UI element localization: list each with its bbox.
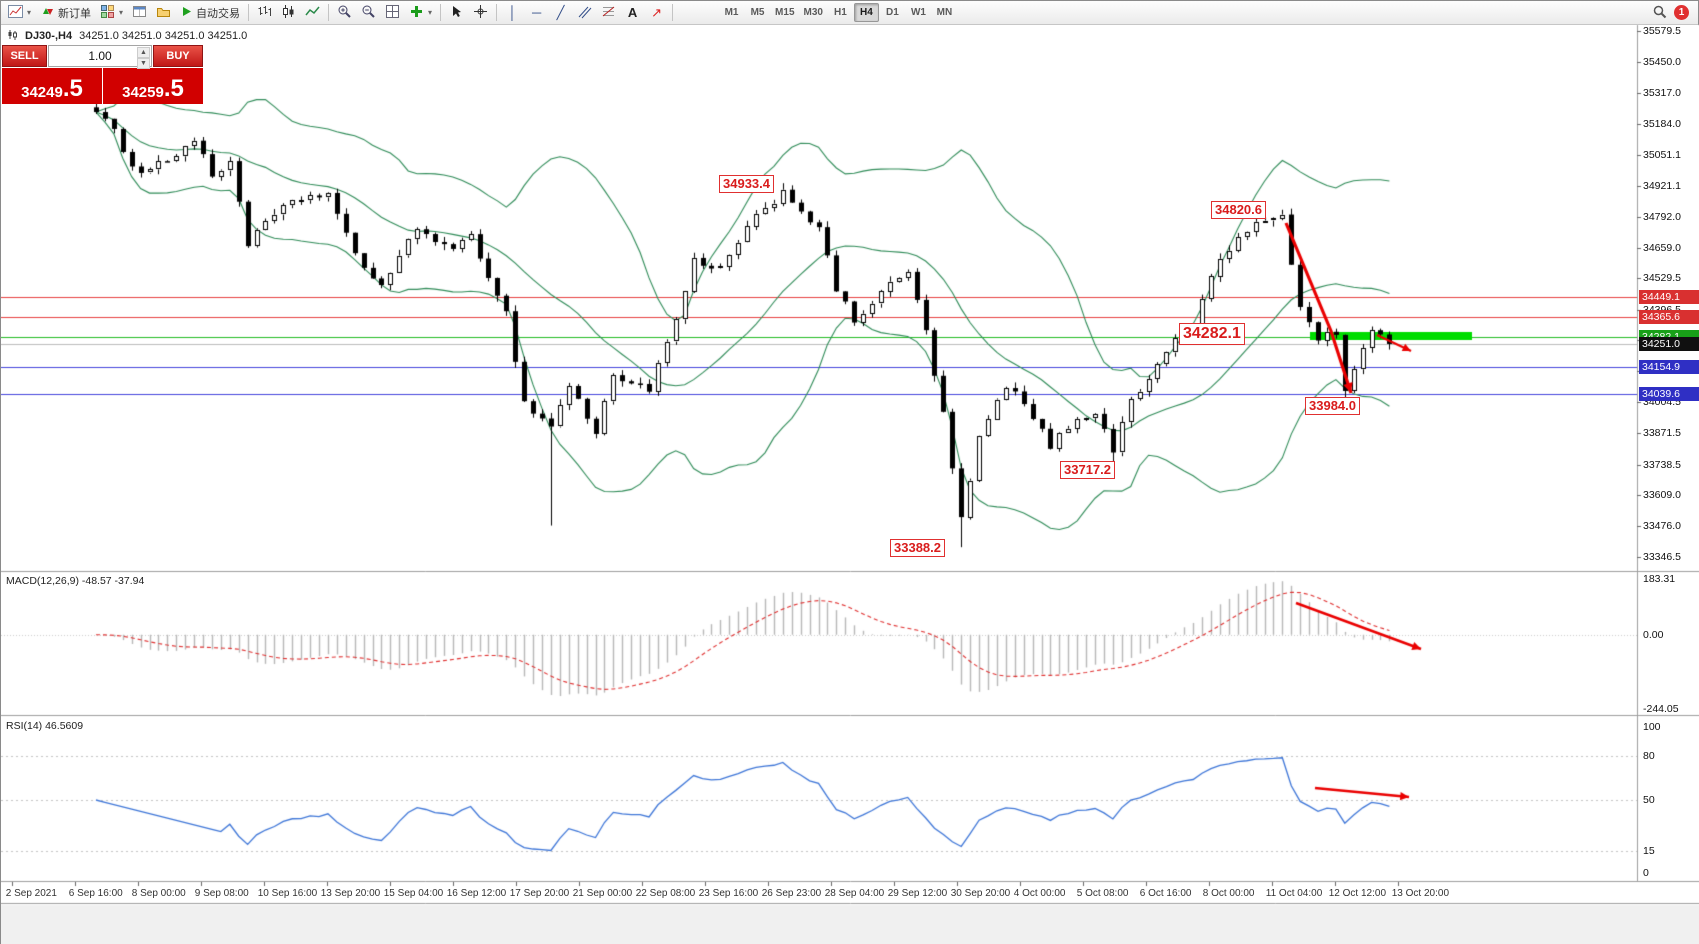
volume-increase-button[interactable]: ▲ — [137, 47, 150, 58]
autotrading-icon — [180, 5, 193, 21]
bar-chart-button[interactable] — [253, 2, 276, 23]
market-watch-icon — [132, 4, 147, 22]
vertical-line-button[interactable]: │ — [501, 2, 524, 23]
price-axis[interactable] — [1638, 25, 1699, 881]
text-button[interactable]: A — [621, 2, 644, 23]
tile-windows-icon — [385, 4, 400, 22]
timeframe-button-h4[interactable]: H4 — [853, 3, 879, 22]
equidistant-channel-icon — [577, 4, 592, 22]
line-chart-icon — [305, 4, 320, 22]
zoom-in-icon — [337, 4, 352, 22]
sell-price-pips: .5 — [62, 75, 83, 102]
autotrading-button[interactable]: 自动交易 — [176, 2, 244, 23]
zoom-out-button[interactable] — [357, 2, 380, 23]
trendline-icon: ╱ — [556, 5, 565, 20]
one-click-trading-widget: SELL 1.00 ▲ ▼ BUY 34249.5 34259.5 — [2, 45, 203, 104]
new-order-button[interactable]: 新订单 — [36, 2, 95, 23]
panel-separator-rsi[interactable] — [1, 715, 1699, 719]
horizontal-line-icon: ─ — [531, 5, 542, 20]
cursor-icon — [449, 4, 464, 22]
toolbar: ▾ 新订单 ▾ 自动交易 — [1, 1, 1698, 25]
buy-price-pips: .5 — [163, 75, 184, 102]
timeframe-button-m30[interactable]: M30 — [803, 7, 823, 18]
profiles-button[interactable]: ▾ — [96, 2, 127, 23]
new-order-label: 新订单 — [58, 7, 92, 20]
dropdown-arrow-icon: ▾ — [428, 8, 433, 17]
volume-decrease-button[interactable]: ▼ — [137, 58, 150, 69]
fibonacci-button[interactable] — [597, 2, 620, 23]
new-order-icon — [40, 4, 55, 22]
crosshair-button[interactable] — [469, 2, 492, 23]
sell-button[interactable]: SELL — [2, 45, 47, 67]
new-chart-button[interactable]: ▾ — [4, 2, 35, 23]
zoom-out-icon — [361, 4, 376, 22]
search-button[interactable] — [1648, 2, 1671, 23]
toolbar-separator — [496, 4, 498, 21]
timeframe-button-w1[interactable]: W1 — [910, 7, 926, 18]
symbol-title: DJ30-,H4 — [25, 30, 73, 42]
panel-separator-macd[interactable] — [1, 570, 1699, 574]
zoom-in-button[interactable] — [333, 2, 356, 23]
candlestick-chart-button[interactable] — [277, 2, 300, 23]
line-chart-button[interactable] — [301, 2, 324, 23]
text-icon: A — [627, 5, 638, 20]
volume-value: 1.00 — [88, 49, 112, 63]
market-watch-button[interactable] — [128, 2, 151, 23]
price-callout[interactable]: 34282.1 — [1179, 323, 1245, 345]
arrows-icon: ↗ — [651, 5, 662, 20]
crosshair-icon — [473, 4, 488, 22]
indicators-button[interactable]: ▾ — [405, 2, 436, 23]
price-callout[interactable]: 33388.2 — [890, 539, 945, 558]
timeframe-button-m15[interactable]: M15 — [775, 7, 795, 18]
arrows-button[interactable]: ↗ — [645, 2, 668, 23]
buy-price-panel[interactable]: 34259.5 — [103, 68, 203, 104]
symbol-info: DJ30-,H4 34251.0 34251.0 34251.0 34251.0 — [7, 29, 247, 43]
toolbar-separator — [440, 4, 442, 21]
symbol-ohlc: 34251.0 34251.0 34251.0 34251.0 — [79, 30, 248, 42]
price-callout[interactable]: 34820.6 — [1211, 201, 1266, 220]
macd-indicator-label: MACD(12,26,9) -48.57 -37.94 — [6, 575, 145, 587]
timeframe-group: M1 M5 M15 M30 H1 H4 D1 W1 MN — [719, 3, 957, 22]
chart-symbol-icon — [7, 29, 18, 43]
toolbar-separator — [672, 4, 674, 21]
sell-price-panel[interactable]: 34249.5 — [2, 68, 102, 104]
channel-button[interactable] — [573, 2, 596, 23]
buy-price-main: 34259 — [122, 83, 164, 101]
sell-price-main: 34249 — [21, 83, 63, 101]
bar-chart-icon — [257, 4, 272, 22]
tile-windows-button[interactable] — [381, 2, 404, 23]
buy-button[interactable]: BUY — [153, 45, 203, 67]
timeframe-button-m5[interactable]: M5 — [750, 7, 765, 18]
notification-badge[interactable]: 1 — [1674, 5, 1689, 20]
timeframe-button-mn[interactable]: MN — [936, 7, 953, 18]
navigator-button[interactable] — [152, 2, 175, 23]
rsi-indicator-label: RSI(14) 46.5609 — [6, 720, 84, 732]
dropdown-arrow-icon: ▾ — [27, 8, 32, 17]
navigator-icon — [156, 4, 171, 22]
autotrading-label: 自动交易 — [196, 7, 241, 20]
timeframe-button-d1[interactable]: D1 — [886, 7, 899, 18]
cursor-button[interactable] — [445, 2, 468, 23]
trendline-button[interactable]: ╱ — [549, 2, 572, 23]
fibonacci-icon — [601, 4, 616, 22]
horizontal-line-button[interactable]: ─ — [525, 2, 548, 23]
profiles-icon — [100, 4, 115, 22]
price-callout[interactable]: 34933.4 — [719, 175, 774, 194]
candlestick-chart-icon — [281, 4, 296, 22]
vertical-line-icon: │ — [508, 5, 517, 20]
timeframe-button-m1[interactable]: M1 — [724, 7, 739, 18]
dropdown-arrow-icon: ▾ — [119, 8, 124, 17]
toolbar-separator — [248, 4, 250, 21]
new-chart-icon — [8, 4, 23, 22]
price-callout[interactable]: 33984.0 — [1305, 397, 1360, 416]
indicators-icon — [409, 4, 424, 22]
search-icon — [1652, 4, 1667, 22]
timeframe-button-h1[interactable]: H1 — [834, 7, 847, 18]
toolbar-separator — [328, 4, 330, 21]
price-callout[interactable]: 33717.2 — [1060, 461, 1115, 480]
time-axis[interactable] — [1, 882, 1637, 903]
volume-field[interactable]: 1.00 ▲ ▼ — [48, 45, 152, 69]
